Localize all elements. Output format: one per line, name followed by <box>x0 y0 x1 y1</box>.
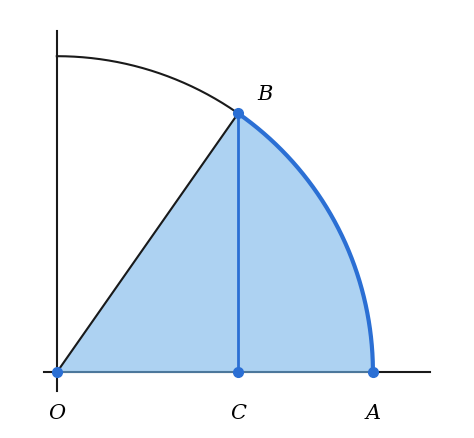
Text: O: O <box>48 404 65 423</box>
Text: B: B <box>257 85 273 104</box>
Text: C: C <box>230 404 246 423</box>
Text: A: A <box>365 404 381 423</box>
Polygon shape <box>57 113 373 372</box>
